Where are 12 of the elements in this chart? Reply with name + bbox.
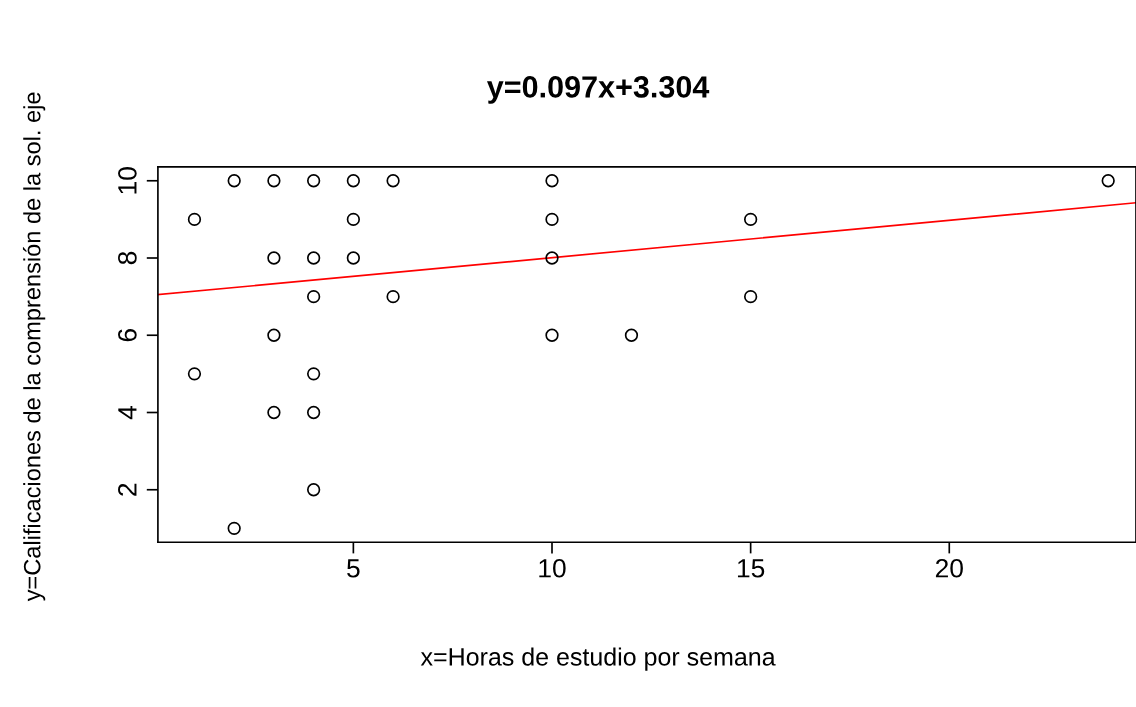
chart-title: y=0.097x+3.304 (486, 76, 710, 104)
y-axis-title: y=Calificaciones de la comprensión de la sol. eje (22, 92, 46, 602)
y-tick-label: 2 (118, 483, 137, 496)
y-tick-label: 4 (118, 405, 137, 420)
y-tick-label: 8 (118, 251, 137, 265)
x-tick-label: 10 (539, 558, 566, 578)
y-tick-label: 6 (118, 329, 137, 342)
x-tick-label: 20 (935, 558, 963, 578)
x-tick-label: 5 (347, 559, 360, 578)
y-tick-label: 10 (118, 167, 137, 194)
x-axis-title: x=Horas de estudio por semana (420, 647, 776, 671)
x-tick-label: 15 (737, 559, 765, 578)
